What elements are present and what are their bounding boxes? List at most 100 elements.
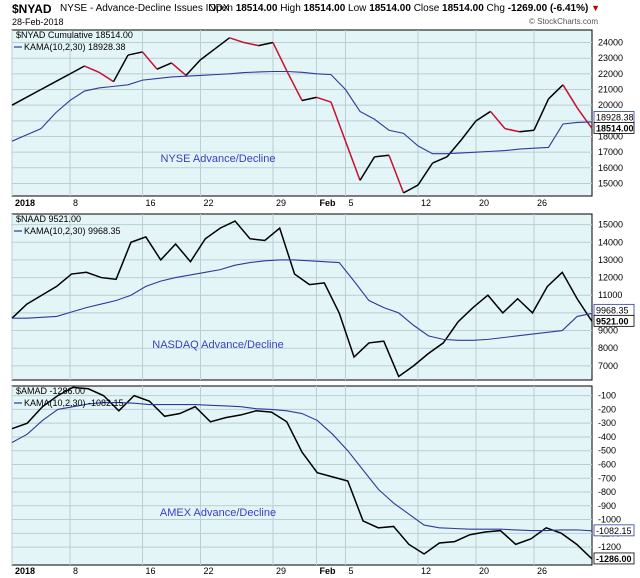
y-tick-label: -100 (598, 391, 616, 401)
y-tick-label: 7000 (598, 361, 618, 371)
series-segment (344, 140, 361, 181)
low-value: 18514.00 (369, 3, 411, 14)
x-tick-label: 16 (146, 198, 156, 208)
legend-main: $AMAD -1286.00 (16, 386, 85, 396)
series-segment (98, 71, 114, 83)
x-tick-label: 12 (421, 198, 431, 208)
y-tick-label: -900 (598, 501, 616, 511)
x-tick-label: 2018 (15, 198, 35, 208)
series-segment (330, 101, 347, 142)
x-tick-label: 5 (349, 198, 354, 208)
series-segment (55, 73, 71, 83)
series-segment (200, 48, 216, 61)
x-tick-label: 29 (276, 566, 286, 576)
series-segment (156, 62, 172, 70)
series-segment (127, 51, 143, 56)
x-tick-label: 29 (276, 198, 286, 208)
series-segment (243, 41, 259, 47)
series-segment (26, 88, 42, 98)
y-tick-label: 22000 (598, 69, 623, 79)
last-value-box (593, 552, 635, 565)
open-value: 18514.00 (235, 3, 278, 14)
panel-title: NYSE Advance/Decline (161, 153, 276, 165)
symbol: $NYAD (12, 2, 52, 16)
series-segment (475, 110, 491, 122)
series-line (11, 386, 593, 560)
series-segment (214, 37, 230, 50)
y-tick-label: -600 (598, 459, 616, 469)
series-line (11, 220, 593, 378)
series-segment (258, 41, 274, 47)
series-segment (432, 156, 448, 164)
x-tick-label: 22 (204, 566, 214, 576)
close-label: Close (413, 3, 440, 14)
symbol-name: NYSE - Advance-Decline Issues INDX (60, 3, 230, 14)
last-value: 18514.00 (596, 123, 634, 133)
series-segment (185, 59, 202, 76)
series-segment (40, 81, 56, 91)
y-tick-label: 24000 (598, 38, 623, 48)
open-label: Open (208, 3, 233, 14)
low-label: Low (348, 3, 367, 14)
y-tick-label: -1200 (598, 542, 621, 552)
high-value: 18514.00 (303, 3, 346, 14)
y-tick-label: 9000 (598, 326, 618, 336)
x-tick-label: 12 (421, 566, 431, 576)
series-segment (229, 37, 245, 44)
x-tick-label: 8 (73, 198, 78, 208)
x-tick-label: 26 (537, 566, 547, 576)
series-segment (286, 71, 303, 101)
y-tick-label: -200 (598, 404, 616, 414)
ohlc-readout: Open 18514.00 High 18514.00 Low 18514.00… (208, 3, 600, 14)
credit: © StockCharts.com (528, 17, 598, 26)
series-line (11, 70, 593, 155)
x-tick-label: Feb (320, 566, 337, 576)
plot-area (11, 385, 593, 566)
series-segment (316, 96, 332, 103)
series-segment (359, 156, 376, 181)
kama-last-value: -1082.15 (596, 526, 632, 536)
x-tick-label: 16 (146, 566, 156, 576)
panel-title: AMEX Advance/Decline (160, 507, 276, 519)
y-tick-label: 12000 (598, 273, 623, 283)
panel-title: NASDAQ Advance/Decline (152, 339, 283, 351)
series-segment (403, 184, 419, 194)
x-tick-label: 2018 (15, 566, 35, 576)
plot-area (11, 213, 593, 381)
x-tick-label: 20 (479, 198, 489, 208)
series-segment (576, 107, 593, 129)
x-tick-label: 5 (349, 566, 354, 576)
y-tick-label: 20000 (598, 100, 623, 110)
series-segment (141, 51, 158, 70)
y-tick-label: 16000 (598, 163, 623, 173)
series-segment (84, 65, 100, 73)
y-tick-label: 15000 (598, 220, 623, 230)
y-tick-label: 11000 (598, 290, 622, 300)
x-tick-label: 22 (204, 198, 214, 208)
down-arrow-icon: ▼ (591, 3, 600, 13)
series-segment (171, 62, 187, 76)
chart-date: 28-Feb-2018 (12, 17, 64, 27)
series-segment (417, 162, 434, 186)
y-tick-label: -1000 (598, 515, 621, 525)
x-tick-label: 26 (537, 198, 547, 208)
y-tick-label: 23000 (598, 53, 623, 63)
x-tick-label: 8 (73, 566, 78, 576)
series-segment (533, 98, 550, 131)
chg-label: Chg (486, 3, 505, 14)
legend-kama: KAMA(10,2,30) 18928.38 (24, 42, 126, 52)
legend-kama: KAMA(10,2,30) 9968.35 (24, 226, 121, 236)
series-segment (374, 154, 390, 158)
series-segment (562, 84, 579, 109)
y-tick-label: -700 (598, 473, 616, 483)
last-value: 9521.00 (596, 316, 629, 326)
y-tick-label: -400 (598, 432, 616, 442)
y-tick-label: 8000 (598, 343, 618, 353)
y-tick-label: 18000 (598, 131, 623, 141)
series-segment (460, 120, 477, 141)
y-tick-label: 17000 (598, 147, 623, 157)
panel-1: 7000800090001000011000120001300014000150… (11, 213, 635, 381)
y-tick-label: -800 (598, 487, 616, 497)
panel-0: 1500016000170001800019000200002100022000… (11, 29, 635, 197)
